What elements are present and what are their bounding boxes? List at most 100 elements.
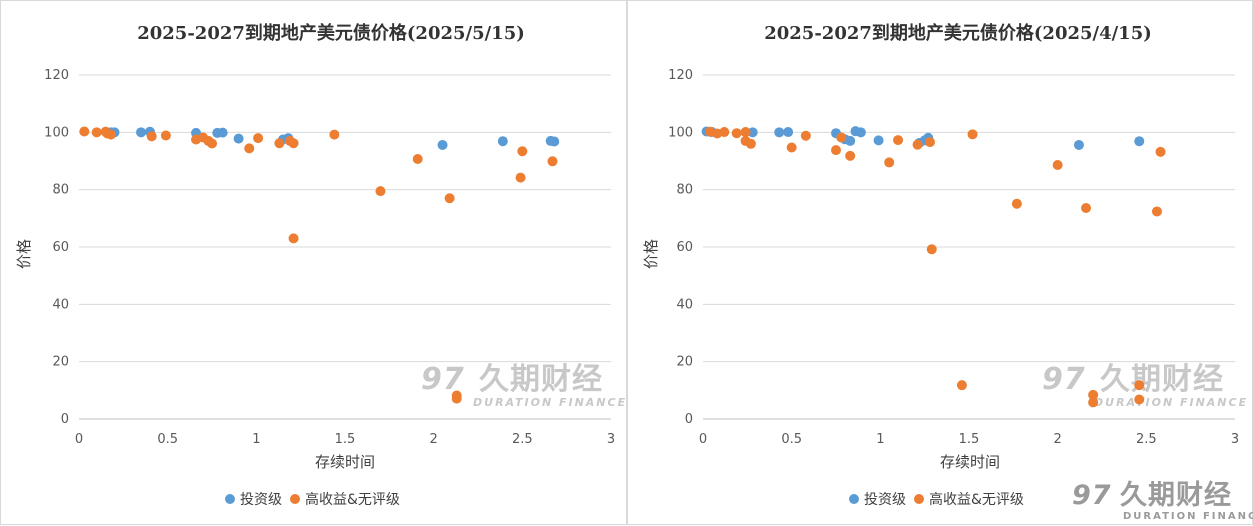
x-axis-label: 存续时间	[940, 453, 1000, 471]
y-tick-label: 40	[676, 297, 693, 312]
point-investment-grade	[855, 127, 866, 138]
point-high-yield	[547, 156, 558, 167]
y-tick-label: 80	[52, 183, 69, 198]
legend-label-investment-grade: 投资级	[240, 492, 282, 508]
y-tick-labels: 0 20 40 60 80 100 120	[668, 68, 693, 427]
point-high-yield	[731, 128, 742, 139]
y-tick-label: 120	[668, 68, 693, 83]
x-tick-label: 1	[252, 432, 260, 447]
y-tick-label: 40	[52, 297, 69, 312]
x-tick-label: 2.5	[1136, 432, 1157, 447]
x-tick-label: 3	[607, 432, 615, 447]
data-points	[701, 126, 1166, 408]
watermark-logo: 97 久期财经 DURATION FINANCE	[1042, 362, 1248, 409]
point-high-yield	[967, 129, 978, 140]
point-high-yield	[1134, 380, 1145, 391]
legend-label-high-yield: 高收益&无评级	[305, 491, 400, 508]
y-tick-label: 0	[685, 412, 693, 427]
point-high-yield	[79, 126, 90, 137]
y-axis-label: 价格	[642, 239, 660, 269]
point-investment-grade	[1134, 136, 1145, 147]
point-high-yield	[956, 380, 967, 391]
point-high-yield	[207, 138, 217, 149]
y-tick-label: 100	[44, 125, 69, 140]
x-tick-label: 2.5	[512, 432, 533, 447]
gridlines	[703, 74, 1235, 363]
x-tick-label: 1.5	[335, 432, 356, 447]
point-high-yield	[1155, 146, 1166, 157]
point-high-yield	[1088, 389, 1099, 400]
point-high-yield	[740, 127, 751, 138]
y-tick-label: 80	[676, 183, 693, 198]
legend-label-investment-grade: 投资级	[864, 492, 906, 508]
x-tick-label: 1	[876, 432, 884, 447]
watermark-logo: 97 久期财经 DURATION FINANCE	[421, 362, 627, 409]
point-high-yield	[884, 157, 895, 168]
watermark-text-cn: 久期财经	[1100, 362, 1224, 397]
point-high-yield	[105, 129, 116, 140]
svg-text:97: 97	[1042, 362, 1086, 397]
point-high-yield	[745, 138, 756, 149]
svg-text:97: 97	[1072, 480, 1112, 511]
point-high-yield	[1052, 160, 1063, 171]
point-high-yield	[912, 139, 923, 150]
point-investment-grade	[845, 135, 856, 146]
point-investment-grade	[774, 127, 785, 138]
data-points	[79, 126, 560, 404]
chart-title: 2025-2027到期地产美元债价格(2025/4/15)	[764, 22, 1152, 44]
watermark-text-cn: 久期财经	[479, 362, 603, 397]
point-high-yield	[146, 131, 157, 142]
point-high-yield	[719, 127, 730, 138]
legend: 投资级 高收益&无评级	[225, 491, 400, 508]
legend-marker-investment-grade	[225, 494, 235, 504]
point-high-yield	[845, 150, 856, 161]
point-high-yield	[1081, 203, 1092, 214]
point-investment-grade	[437, 139, 448, 150]
point-high-yield	[412, 153, 423, 164]
x-tick-labels: 0 0.5 1 1.5 2 2.5 3	[75, 432, 615, 447]
point-high-yield	[517, 146, 528, 157]
point-high-yield	[800, 130, 811, 141]
y-tick-label: 20	[52, 355, 69, 370]
x-tick-label: 0	[699, 432, 707, 447]
scatter-chart-2025-5-15: 2025-2027到期地产美元债价格(2025/5/15) 97 久期财经 DU…	[15, 22, 627, 508]
chart-panel-2025-4-15: 2025-2027到期地产美元债价格(2025/4/15) 97 久期财经 DU…	[627, 0, 1253, 525]
point-high-yield	[253, 133, 264, 144]
x-axis-label: 存续时间	[315, 453, 375, 471]
x-tick-label: 2	[430, 432, 438, 447]
legend-marker-investment-grade	[849, 494, 859, 504]
x-tick-label: 0	[75, 432, 83, 447]
point-high-yield	[329, 129, 340, 140]
point-high-yield	[1134, 394, 1145, 405]
x-tick-label: 3	[1231, 432, 1239, 447]
y-tick-label: 60	[676, 240, 693, 255]
point-investment-grade	[233, 133, 244, 144]
brand-text-en: DURATION FINANCE	[1123, 511, 1253, 522]
y-tick-label: 0	[61, 412, 69, 427]
point-high-yield	[274, 138, 285, 149]
point-high-yield	[924, 137, 935, 148]
point-high-yield	[91, 127, 102, 138]
legend-marker-high-yield	[290, 494, 300, 504]
point-high-yield	[244, 143, 255, 154]
x-tick-label: 0.5	[781, 432, 802, 447]
point-investment-grade	[873, 135, 884, 146]
legend-marker-high-yield	[914, 494, 924, 504]
y-tick-labels: 0 20 40 60 80 100 120	[44, 68, 69, 427]
watermark-text-en: DURATION FINANCE	[1094, 396, 1248, 409]
point-high-yield	[1088, 397, 1099, 408]
y-tick-label: 120	[44, 68, 69, 83]
point-high-yield	[786, 142, 797, 153]
chart-panel-2025-5-15: 2025-2027到期地产美元债价格(2025/5/15) 97 久期财经 DU…	[0, 0, 627, 525]
x-tick-label: 1.5	[959, 432, 980, 447]
y-tick-label: 100	[668, 125, 693, 140]
point-high-yield	[836, 132, 847, 143]
y-tick-label: 20	[676, 355, 693, 370]
point-investment-grade	[549, 136, 560, 147]
point-high-yield	[375, 186, 386, 197]
point-investment-grade	[783, 127, 794, 138]
watermark-text-en: DURATION FINANCE	[473, 396, 627, 409]
x-tick-label: 0.5	[157, 432, 178, 447]
point-investment-grade	[747, 127, 758, 138]
point-high-yield	[451, 393, 462, 404]
